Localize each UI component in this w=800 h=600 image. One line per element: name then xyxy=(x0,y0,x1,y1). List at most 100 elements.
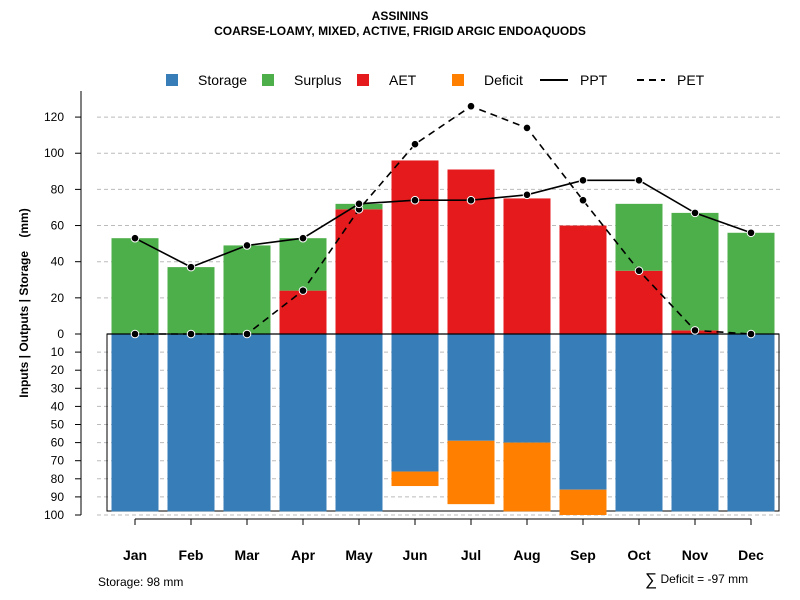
aet-bar xyxy=(447,169,495,334)
x-tick-label: Oct xyxy=(627,547,651,563)
legend-surplus-swatch xyxy=(262,74,274,86)
y-tick-label: 40 xyxy=(51,255,65,269)
storage-bar xyxy=(223,334,271,512)
legend-deficit-label: Deficit xyxy=(484,72,523,88)
deficit-note-text: Deficit = -97 mm xyxy=(660,572,749,586)
storage-bar xyxy=(615,334,663,512)
y-tick-label: 0 xyxy=(57,327,64,341)
storage-bar xyxy=(447,334,495,441)
storage-bar xyxy=(503,334,551,443)
pet-point xyxy=(298,286,308,295)
pet-line xyxy=(135,105,752,335)
surplus-bar xyxy=(279,238,327,291)
x-tick-label: Dec xyxy=(738,547,764,563)
storage-bar xyxy=(335,334,383,512)
y-tick-label: 60 xyxy=(51,436,65,450)
surplus-bar xyxy=(167,267,215,334)
x-tick-label: May xyxy=(345,547,372,563)
aet-bar xyxy=(503,198,551,334)
y-tick-label: 100 xyxy=(44,508,64,522)
pet-point xyxy=(466,101,476,111)
legend-aet-swatch xyxy=(357,74,369,86)
y-tick-label: 80 xyxy=(51,182,65,196)
x-tick-label: Jul xyxy=(461,547,481,563)
ppt-point xyxy=(354,199,364,209)
aet-bar xyxy=(615,270,663,334)
legend-storage-label: Storage xyxy=(198,72,247,88)
x-tick-label: Jun xyxy=(403,547,428,563)
legend-aet-label: AET xyxy=(389,72,417,88)
y-tick-label: 10 xyxy=(51,345,65,359)
storage-note: Storage: 98 mm xyxy=(98,575,184,589)
pet-point xyxy=(410,139,420,149)
x-tick-label: Jan xyxy=(123,547,147,563)
ppt-point xyxy=(186,262,196,272)
legend-surplus-label: Surplus xyxy=(294,72,341,88)
pet-point xyxy=(578,195,588,205)
ppt-point xyxy=(410,195,420,205)
y-tick-label: 100 xyxy=(44,146,64,160)
ppt-point xyxy=(466,195,476,205)
surplus-bar xyxy=(671,212,719,331)
y-tick-label: 20 xyxy=(51,291,65,305)
storage-bar xyxy=(671,334,719,512)
ppt-point xyxy=(242,241,252,250)
pet-point xyxy=(130,329,140,339)
y-tick-label: 80 xyxy=(51,472,65,486)
legend-deficit-swatch xyxy=(452,74,464,86)
x-tick-label: Sep xyxy=(570,547,596,563)
aet-bar xyxy=(559,225,607,334)
ppt-point xyxy=(522,190,532,200)
surplus-bar xyxy=(111,238,159,334)
pet-point xyxy=(634,266,644,276)
aet-bar xyxy=(391,160,439,334)
pet-point xyxy=(186,329,196,339)
legend-pet-label: PET xyxy=(677,72,705,88)
surplus-bar xyxy=(223,245,271,334)
y-tick-label: 30 xyxy=(51,381,65,395)
deficit-note: ∑ Deficit = -97 mm xyxy=(645,570,748,590)
storage-bar xyxy=(111,334,159,512)
storage-bar xyxy=(391,334,439,472)
deficit-bar xyxy=(391,471,439,487)
aet-bar xyxy=(335,209,383,334)
y-tick-label: 90 xyxy=(51,490,65,504)
pet-point xyxy=(242,329,252,339)
y-tick-label: 120 xyxy=(44,110,64,124)
deficit-bar xyxy=(503,442,551,512)
ppt-point xyxy=(746,228,756,238)
deficit-bar xyxy=(559,489,607,515)
storage-bar xyxy=(279,334,327,512)
pet-point xyxy=(746,329,756,339)
y-tick-label: 40 xyxy=(51,399,65,413)
x-tick-label: Mar xyxy=(235,547,260,563)
ppt-point xyxy=(130,233,140,243)
storage-bar xyxy=(727,334,775,512)
y-axis-label: Inputs | Outputs | Storage (mm) xyxy=(17,208,31,397)
x-tick-label: Feb xyxy=(179,547,204,563)
aet-bar xyxy=(279,290,327,334)
legend-storage-swatch xyxy=(166,74,178,86)
ppt-point xyxy=(298,233,308,243)
deficit-bar xyxy=(447,440,495,505)
pet-point xyxy=(690,326,700,335)
surplus-bar xyxy=(727,232,775,334)
storage-bar xyxy=(559,334,607,490)
legend-ppt-label: PPT xyxy=(580,72,608,88)
x-tick-label: Nov xyxy=(682,547,709,563)
chart-title: ASSININS xyxy=(371,9,429,23)
surplus-bar xyxy=(615,203,663,271)
y-tick-label: 50 xyxy=(51,418,65,432)
ppt-point xyxy=(634,176,644,185)
x-tick-label: Apr xyxy=(291,547,316,563)
pet-point xyxy=(522,123,532,133)
chart-subtitle: COARSE-LOAMY, MIXED, ACTIVE, FRIGID ARGI… xyxy=(214,24,586,38)
ppt-point xyxy=(690,208,700,218)
ppt-point xyxy=(578,176,588,185)
storage-bar xyxy=(167,334,215,512)
sigma-icon: ∑ xyxy=(645,570,658,589)
y-tick-label: 60 xyxy=(51,219,65,233)
y-tick-label: 70 xyxy=(51,454,65,468)
x-tick-label: Aug xyxy=(513,547,540,563)
